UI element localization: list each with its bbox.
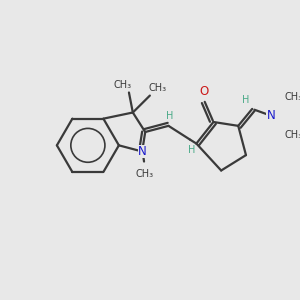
Text: N: N bbox=[138, 145, 146, 158]
Text: CH₃: CH₃ bbox=[285, 92, 300, 102]
Text: CH₃: CH₃ bbox=[135, 169, 154, 179]
Text: H: H bbox=[188, 145, 195, 155]
Text: CH₃: CH₃ bbox=[285, 130, 300, 140]
Text: CH₃: CH₃ bbox=[148, 83, 167, 93]
Text: O: O bbox=[200, 85, 209, 98]
Text: H: H bbox=[166, 111, 174, 121]
Text: H: H bbox=[242, 95, 250, 105]
Text: CH₃: CH₃ bbox=[114, 80, 132, 90]
Text: N: N bbox=[266, 109, 275, 122]
